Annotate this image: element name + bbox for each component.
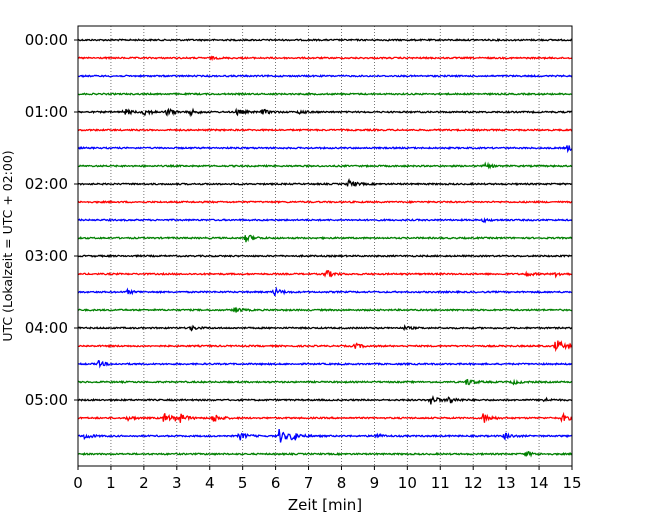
trace-line [77,55,573,62]
y-tick-label: 00:00 [25,31,68,49]
x-axis: 0 1 2 3 4 5 6 7 8 9 10 11 12 13 14 15 [73,466,582,492]
x-axis-label: Zeit [min] [288,496,362,514]
y-tick-label: 01:00 [25,103,68,121]
x-tick-label: 14 [530,474,549,492]
x-tick-label: 8 [337,474,347,492]
x-tick-label: 6 [271,474,281,492]
trace-line [77,394,573,405]
trace-line [77,145,573,154]
y-tick-label: 02:00 [25,175,68,193]
x-tick-label: 11 [431,474,450,492]
y-axis-label: UTC (Lokalzeit = UTC + 02:00) [0,150,15,341]
x-tick-label: 9 [370,474,380,492]
y-tick-label: 04:00 [25,319,68,337]
trace-line [77,161,573,170]
x-tick-label: 7 [304,474,314,492]
trace-line [77,73,573,78]
x-tick-label: 15 [562,474,581,492]
trace-line [77,234,573,243]
trace-line [78,306,573,313]
y-tick-label: 03:00 [25,247,68,265]
x-tick-label: 12 [464,474,483,492]
x-tick-label: 13 [497,474,516,492]
trace-line [77,254,573,258]
y-tick-label: 05:00 [25,391,68,409]
trace-line [77,359,573,369]
trace-line [77,217,573,224]
trace-line [77,128,573,132]
x-tick-label: 0 [73,474,83,492]
trace-group [77,37,573,458]
x-tick-label: 2 [139,474,149,492]
y-axis: 00:00 01:00 02:00 03:00 04:00 05:00 [25,31,78,409]
x-tick-label: 5 [238,474,248,492]
trace-line [77,324,573,332]
trace-line [77,429,573,443]
trace-line [77,411,573,424]
trace-line [77,378,573,386]
trace-line [77,92,573,97]
trace-line [77,450,573,458]
trace-line [77,286,573,297]
plot-frame [77,25,573,467]
x-tick-label: 4 [205,474,215,492]
x-tick-label: 1 [106,474,116,492]
trace-line [77,199,573,205]
x-tick-label: 3 [172,474,182,492]
trace-line [77,269,573,279]
trace-line [77,37,573,43]
x-tick-label: 10 [398,474,417,492]
trace-line [77,178,573,188]
trace-line [77,107,573,118]
grid [110,26,540,466]
trace-line [77,340,573,353]
